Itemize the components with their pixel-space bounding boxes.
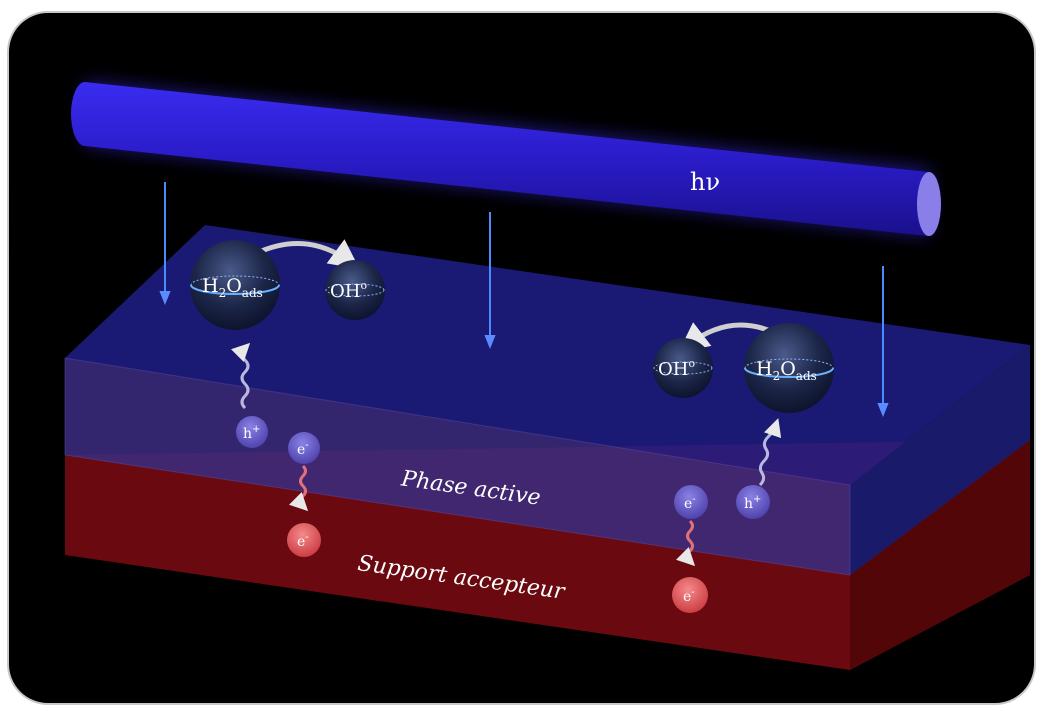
light-label: hν: [690, 168, 720, 196]
svg-text:e-: e-: [297, 532, 309, 550]
hole-migration-arrow: [758, 418, 782, 487]
electron-transfer-arrow: [675, 519, 696, 567]
hole-particle: h+: [236, 416, 268, 448]
h2o-ads-sphere: H2Oads: [190, 240, 280, 330]
electron-particle-active: e-: [674, 485, 708, 519]
hole-particle: h+: [736, 485, 770, 519]
svg-text:H2Oads: H2Oads: [756, 358, 817, 383]
h2o-ads-sphere: H2Oads: [744, 323, 834, 413]
light-rays: [159, 182, 889, 417]
svg-text:h+: h+: [243, 424, 260, 442]
svg-text:OHo: OHo: [330, 279, 367, 302]
light-tube: hν: [71, 82, 941, 236]
svg-text:e-: e-: [297, 440, 309, 458]
oh-radical-sphere: OHo: [325, 260, 385, 320]
svg-text:h+: h+: [744, 494, 761, 512]
oh-radical-sphere: OHo: [653, 338, 713, 398]
svg-text:e-: e-: [684, 494, 696, 512]
electron-transfer-arrow: [288, 464, 309, 512]
active-phase-layer: [64, 225, 1030, 576]
hole-migration-arrow: [230, 342, 251, 410]
left-reaction: H2Oads OHo h+ e- e-: [190, 239, 385, 557]
electron-particle-support: e-: [672, 577, 708, 613]
electron-particle-support: e-: [287, 523, 321, 557]
svg-text:OHo: OHo: [658, 357, 695, 380]
svg-text:e-: e-: [683, 587, 695, 605]
right-reaction: OHo H2Oads h+ e-: [653, 322, 834, 613]
svg-text:H2Oads: H2Oads: [202, 275, 263, 300]
electron-particle-active: e-: [288, 432, 320, 464]
